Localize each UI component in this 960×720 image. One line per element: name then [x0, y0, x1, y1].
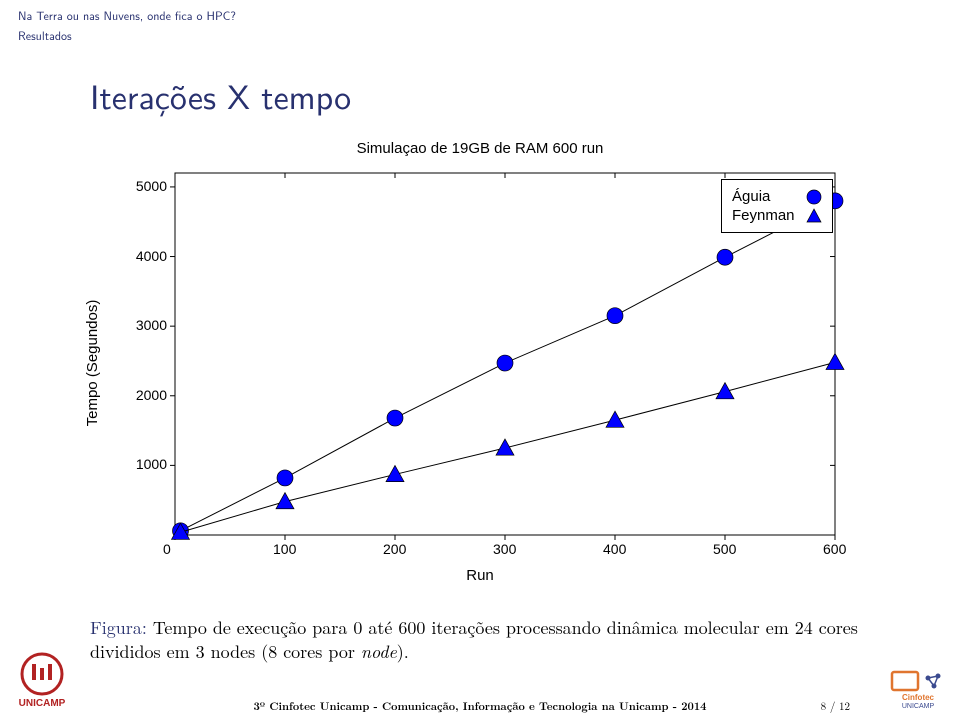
xtick-label: 0 [163, 541, 171, 557]
caption-node-italic: node [361, 639, 397, 664]
legend-label: Águia [732, 188, 796, 205]
unicamp-logo: UNICAMP [10, 650, 74, 710]
slide-header: Na Terra ou nas Nuvens, onde fica o HPC?… [0, 0, 960, 48]
ytick-label: 4000 [136, 248, 167, 264]
ytick-label: 5000 [136, 178, 167, 194]
xtick-label: 100 [273, 541, 296, 557]
ytick-label: 3000 [136, 317, 167, 333]
ytick-label: 1000 [136, 456, 167, 472]
header-section: Resultados [18, 26, 942, 44]
chart-xlabel: Run [115, 567, 845, 584]
figure-caption: Figura: Tempo de execução para 0 até 600… [90, 616, 880, 665]
legend-row: Feynman [732, 207, 822, 224]
xtick-label: 300 [493, 541, 516, 557]
header-title: Na Terra ou nas Nuvens, onde fica o HPC? [18, 6, 942, 24]
caption-text-1: Tempo de execução para 0 até 600 iteraçõ… [90, 615, 858, 664]
chart-legend: Águia Feynman [721, 179, 833, 233]
chart-container: Simulaçao de 19GB de RAM 600 run Tempo (… [115, 140, 845, 600]
caption-figure-label: Figura: [90, 615, 147, 640]
chart-ylabel: Tempo (Segundos) [84, 300, 101, 427]
caption-text-2: ). [397, 639, 409, 664]
xtick-label: 600 [823, 541, 846, 557]
xtick-label: 500 [713, 541, 736, 557]
ytick-label: 2000 [136, 387, 167, 403]
xtick-label: 200 [383, 541, 406, 557]
svg-text:UNICAMP: UNICAMP [19, 698, 66, 709]
cinfotec-logo: Cinfotec UNICAMP [886, 666, 950, 710]
page-number: 8 / 12 [821, 699, 850, 714]
chart-title: Simulaçao de 19GB de RAM 600 run [115, 140, 845, 157]
legend-label: Feynman [732, 207, 796, 224]
legend-row: Águia [732, 188, 822, 205]
page-title: Iterações X tempo [0, 48, 960, 120]
circle-icon [806, 189, 822, 205]
slide-footer: 3º Cinfotec Unicamp - Comunicação, Infor… [0, 699, 960, 714]
chart-plot-area: Tempo (Segundos) ÁguiaFeynman 0100200300… [115, 163, 845, 563]
svg-text:Cinfotec: Cinfotec [902, 693, 935, 702]
xtick-label: 400 [603, 541, 626, 557]
triangle-icon [806, 208, 822, 224]
svg-text:UNICAMP: UNICAMP [902, 703, 935, 710]
